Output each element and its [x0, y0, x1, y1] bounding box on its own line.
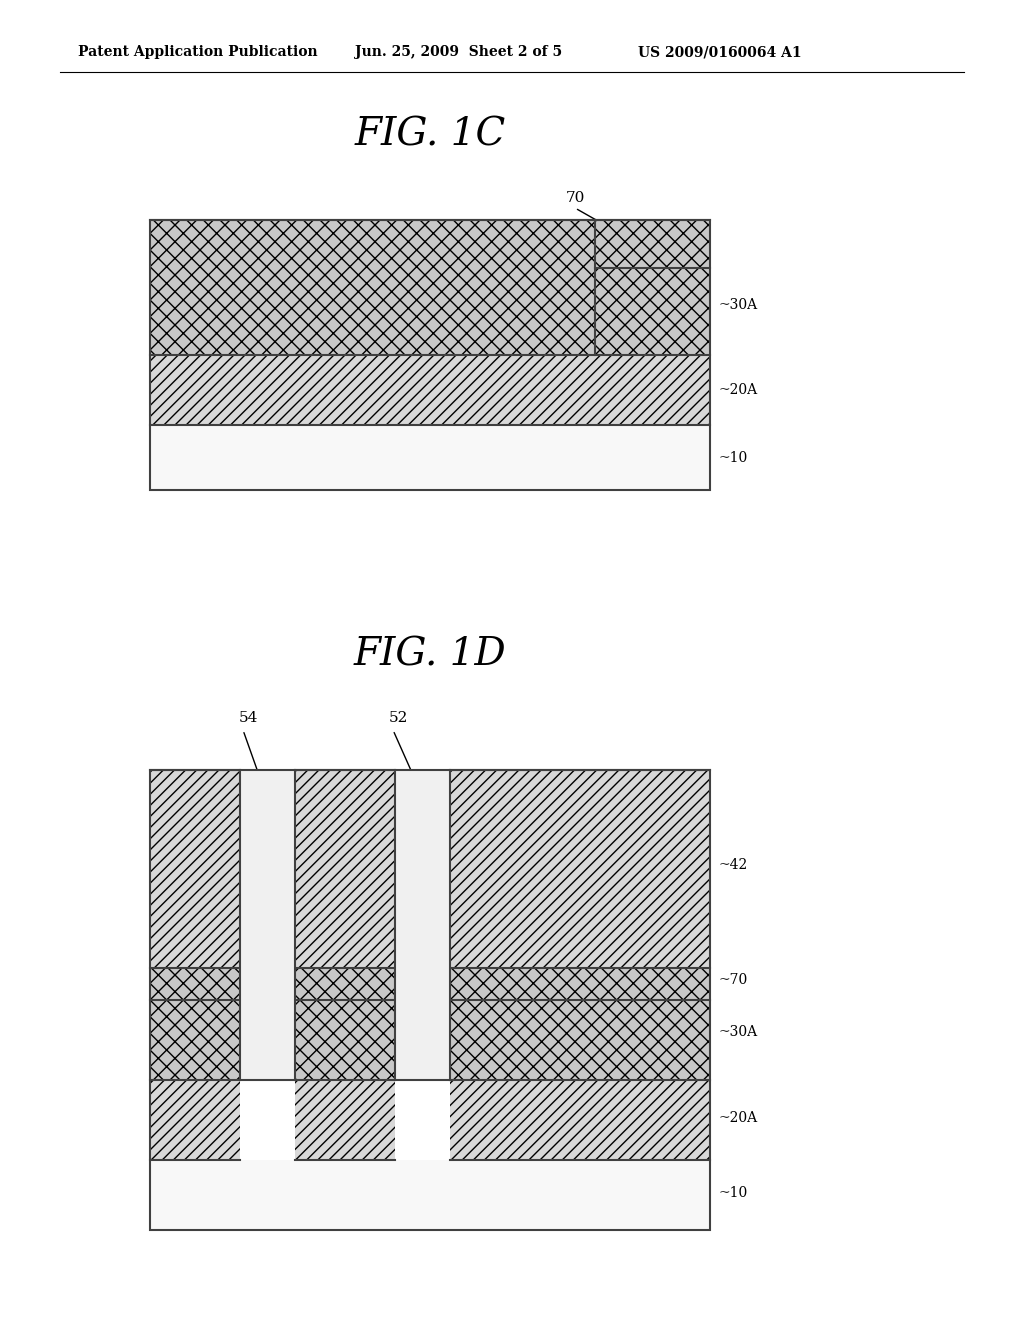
Bar: [150, 770, 710, 1230]
Bar: [150, 770, 240, 968]
Text: ~20A: ~20A: [718, 383, 757, 397]
Text: 52: 52: [388, 711, 408, 725]
Text: ~42: ~42: [718, 858, 748, 873]
Bar: [150, 220, 710, 490]
Bar: [295, 968, 395, 1001]
Bar: [295, 770, 395, 968]
Bar: [240, 770, 295, 1080]
Bar: [595, 220, 710, 268]
Bar: [450, 1001, 710, 1080]
Text: 54: 54: [239, 711, 258, 725]
Text: ~10: ~10: [718, 1185, 748, 1200]
Text: US 2009/0160064 A1: US 2009/0160064 A1: [638, 45, 802, 59]
Text: 70: 70: [565, 191, 585, 205]
Text: Patent Application Publication: Patent Application Publication: [78, 45, 317, 59]
Bar: [450, 1080, 710, 1160]
Bar: [150, 220, 595, 355]
Bar: [450, 968, 710, 1001]
Text: FIG. 1C: FIG. 1C: [354, 116, 506, 153]
Text: Jun. 25, 2009  Sheet 2 of 5: Jun. 25, 2009 Sheet 2 of 5: [355, 45, 562, 59]
Text: ~70: ~70: [718, 973, 748, 987]
Bar: [595, 268, 710, 355]
Bar: [150, 355, 710, 425]
Bar: [150, 1160, 710, 1230]
Bar: [150, 425, 710, 490]
Text: ~30A: ~30A: [718, 1026, 757, 1039]
Bar: [295, 1001, 395, 1080]
Text: ~20A: ~20A: [718, 1111, 757, 1125]
Bar: [150, 968, 240, 1001]
Bar: [150, 1001, 240, 1080]
Text: FIG. 1D: FIG. 1D: [353, 636, 506, 673]
Bar: [450, 770, 710, 968]
Bar: [395, 770, 450, 1080]
Text: ~30A: ~30A: [718, 298, 757, 312]
Text: ~10: ~10: [718, 451, 748, 465]
Bar: [150, 1080, 240, 1160]
Bar: [295, 1080, 395, 1160]
